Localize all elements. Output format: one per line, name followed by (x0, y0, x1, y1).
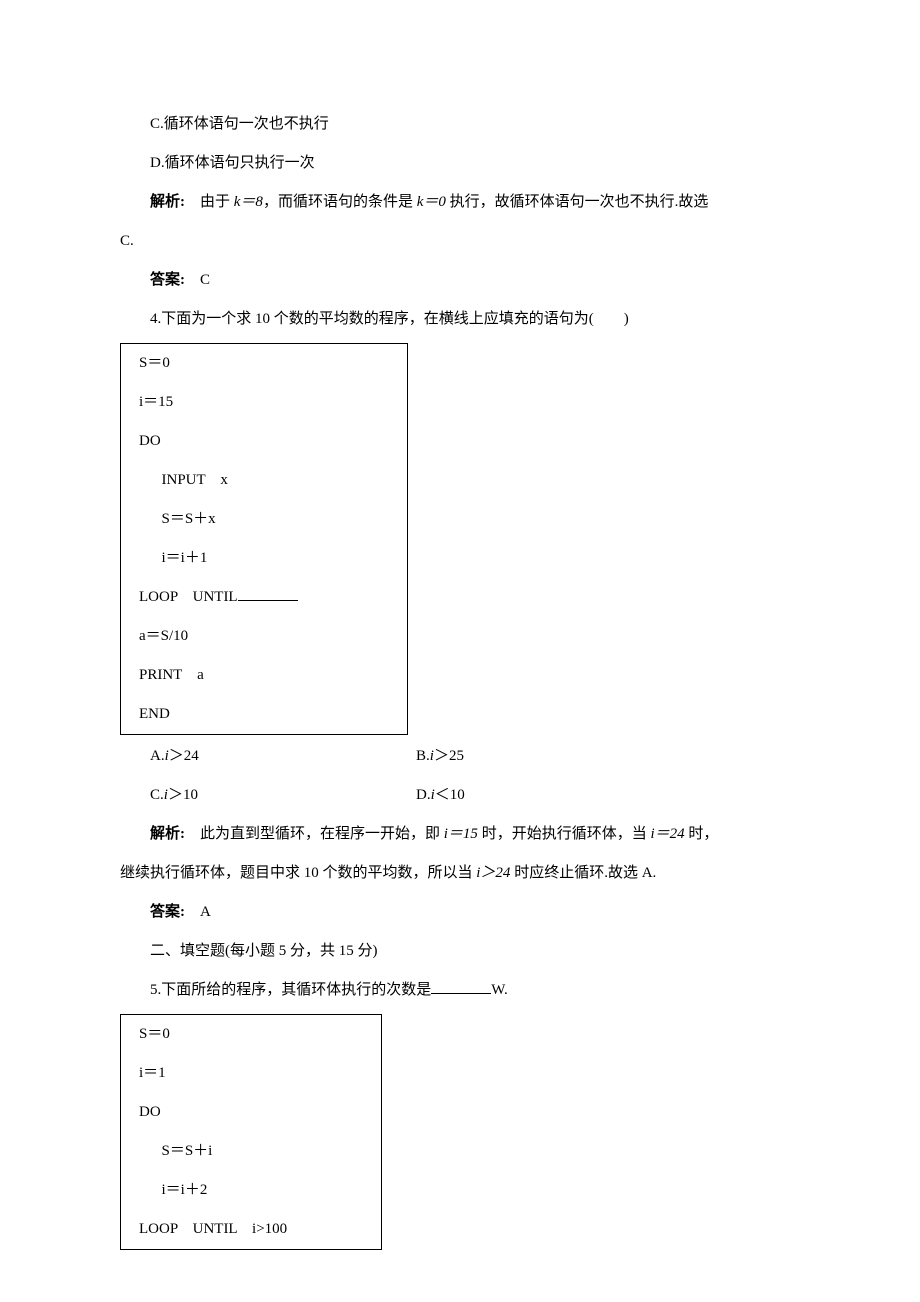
text: 执行，故循环体语句一次也不执行.故选 (446, 194, 709, 210)
math-var: i＞24 (476, 865, 510, 881)
opt-rest: ＞10 (168, 787, 198, 803)
answer-value: A (200, 904, 211, 920)
math-var: k＝0 (417, 194, 446, 210)
text: 由于 (200, 194, 234, 210)
explanation-label: 解析: (150, 194, 200, 210)
opt-prefix: C. (150, 787, 164, 803)
q3-explanation-line2: C. (120, 222, 800, 261)
text: LOOP UNTIL (139, 589, 238, 605)
text: W. (491, 982, 508, 998)
fill-blank (238, 587, 298, 602)
math-var: k＝8 (234, 194, 263, 210)
page-content: C.循环体语句一次也不执行 D.循环体语句只执行一次 解析: 由于 k＝8，而循… (0, 0, 920, 1302)
math-var: i＝24 (650, 826, 684, 842)
q4-explanation-line2: 继续执行循环体，题目中求 10 个数的平均数，所以当 i＞24 时应终止循环.故… (120, 854, 800, 893)
code-line: S＝S＋x (139, 500, 397, 539)
q5-stem: 5.下面所给的程序，其循环体执行的次数是 W. (120, 971, 800, 1010)
text: 5.下面所给的程序，其循环体执行的次数是 (150, 982, 431, 998)
text: 继续执行循环体，题目中求 10 个数的平均数，所以当 (120, 865, 476, 881)
text: 时， (685, 826, 719, 842)
math-var: i＝15 (444, 826, 478, 842)
q4-code-box: S＝0 i＝15 DO INPUT x S＝S＋x i＝i＋1 LOOP UNT… (120, 343, 408, 735)
q4-option-a: A.i＞24 (120, 737, 416, 776)
q5-code-box: S＝0 i＝1 DO S＝S＋i i＝i＋2 LOOP UNTIL i>100 (120, 1014, 382, 1250)
code-line: END (139, 695, 397, 734)
text: ，而循环语句的条件是 (263, 194, 417, 210)
answer-value: C (200, 272, 210, 288)
code-line: INPUT x (139, 461, 397, 500)
code-line: i＝i＋1 (139, 539, 397, 578)
code-line: PRINT a (139, 656, 397, 695)
opt-prefix: A. (150, 748, 165, 764)
q3-explanation-line1: 解析: 由于 k＝8，而循环语句的条件是 k＝0 执行，故循环体语句一次也不执行… (120, 183, 800, 222)
code-line: S＝S＋i (139, 1132, 371, 1171)
opt-rest: ＞25 (434, 748, 464, 764)
opt-prefix: D. (416, 787, 431, 803)
q4-stem: 4.下面为一个求 10 个数的平均数的程序，在横线上应填充的语句为( ) (120, 300, 800, 339)
q3-option-c: C.循环体语句一次也不执行 (120, 105, 800, 144)
fill-blank (431, 980, 491, 995)
q3-option-d: D.循环体语句只执行一次 (120, 144, 800, 183)
explanation-label: 解析: (150, 826, 200, 842)
text: 此为直到型循环，在程序一开始，即 (200, 826, 444, 842)
text: 时应终止循环.故选 A. (510, 865, 656, 881)
answer-label: 答案: (150, 904, 200, 920)
code-line: DO (139, 1093, 371, 1132)
opt-prefix: B. (416, 748, 430, 764)
code-line: S＝0 (139, 1015, 371, 1054)
code-line: LOOP UNTIL i>100 (139, 1210, 371, 1249)
opt-rest: ＜10 (435, 787, 465, 803)
answer-label: 答案: (150, 272, 200, 288)
q4-option-c: C.i＞10 (120, 776, 416, 815)
q4-option-b: B.i＞25 (416, 737, 800, 776)
code-line: a＝S/10 (139, 617, 397, 656)
code-line: LOOP UNTIL (139, 578, 397, 617)
code-line: i＝1 (139, 1054, 371, 1093)
text: 时，开始执行循环体，当 (478, 826, 651, 842)
code-line: DO (139, 422, 397, 461)
code-line: i＝i＋2 (139, 1171, 371, 1210)
q4-answer: 答案: A (120, 893, 800, 932)
q4-explanation-line1: 解析: 此为直到型循环，在程序一开始，即 i＝15 时，开始执行循环体，当 i＝… (120, 815, 800, 854)
code-line: i＝15 (139, 383, 397, 422)
q4-option-d: D.i＜10 (416, 776, 800, 815)
code-line: S＝0 (139, 344, 397, 383)
q4-options-row2: C.i＞10 D.i＜10 (120, 776, 800, 815)
q4-options-row1: A.i＞24 B.i＞25 (120, 737, 800, 776)
q3-answer: 答案: C (120, 261, 800, 300)
section2-title: 二、填空题(每小题 5 分，共 15 分) (120, 932, 800, 971)
opt-rest: ＞24 (169, 748, 199, 764)
